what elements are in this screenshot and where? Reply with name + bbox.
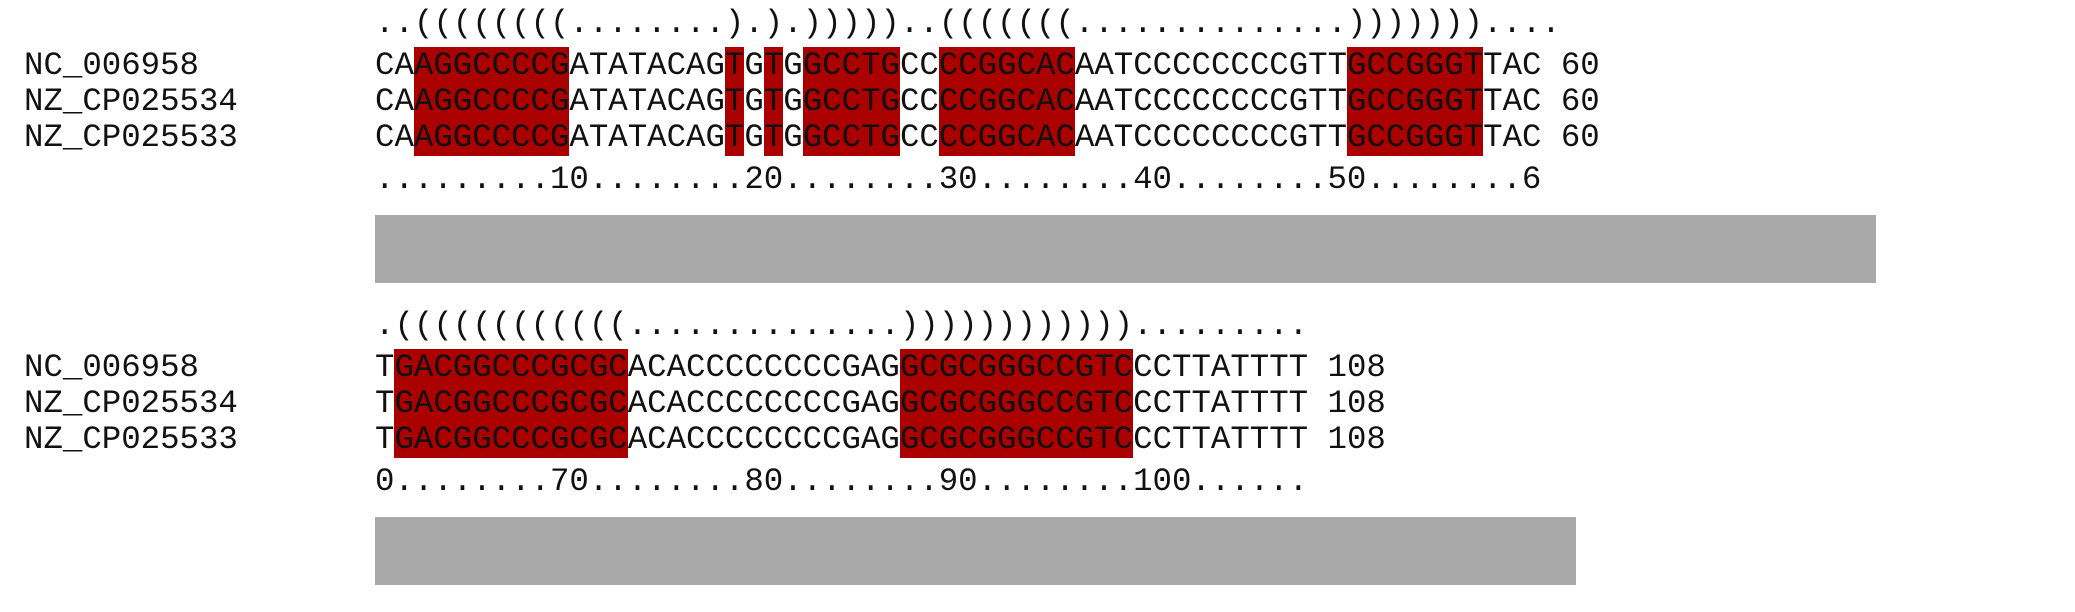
paired-bases-highlight: GCCTG <box>802 83 900 120</box>
paired-bases-highlight: GCCGGGT <box>1347 119 1484 156</box>
unpaired-bases: TAC <box>1483 83 1542 120</box>
unpaired-bases: TAC <box>1483 47 1542 84</box>
paired-bases-highlight: CCGGCAC <box>938 83 1075 120</box>
paired-bases-highlight: GCGCGGGCCGTC <box>899 385 1134 422</box>
unpaired-bases: CC <box>899 83 939 120</box>
paired-bases-highlight: GACGGCCCGCGC <box>394 421 628 458</box>
sequence-row: CAAGGCCCCGATATACAGTGTGGCCTGCCCCGGCACAATC… <box>375 47 1542 84</box>
paired-bases-highlight: AGGCCCCG <box>413 119 570 156</box>
unpaired-bases: AATCCCCCCCCGTT <box>1074 47 1348 84</box>
sequence-end-position: 108 <box>1327 385 1386 422</box>
paired-bases-highlight: CCGGCAC <box>938 119 1075 156</box>
paired-bases-highlight: T <box>763 47 784 84</box>
paired-bases-highlight: GCGCGGGCCGTC <box>899 349 1134 386</box>
unpaired-bases: G <box>744 119 764 156</box>
unpaired-bases: CA <box>375 119 414 156</box>
unpaired-bases: T <box>375 421 395 458</box>
unpaired-bases: G <box>744 83 764 120</box>
unpaired-bases: AATCCCCCCCCGTT <box>1074 119 1348 156</box>
unpaired-bases: ACACCCCCCCCGAG <box>627 385 900 422</box>
position-ruler: .........10........20........30........4… <box>375 161 1542 198</box>
paired-bases-highlight: CCGGCAC <box>938 47 1075 84</box>
unpaired-bases: G <box>744 47 764 84</box>
paired-bases-highlight: AGGCCCCG <box>413 83 570 120</box>
unpaired-bases: CC <box>899 119 939 156</box>
unpaired-bases: ATATACAG <box>569 119 725 156</box>
secondary-structure: ..((((((((........).).)))))..(((((((....… <box>375 5 1561 42</box>
sequence-end-position: 60 <box>1560 83 1600 120</box>
paired-bases-highlight: GCGCGGGCCGTC <box>899 421 1134 458</box>
sequence-row: CAAGGCCCCGATATACAGTGTGGCCTGCCCCGGCACAATC… <box>375 83 1542 120</box>
sequence-row: TGACGGCCCGCGCACACCCCCCCCGAGGCGCGGGCCGTCC… <box>375 349 1309 386</box>
unpaired-bases: G <box>783 83 803 120</box>
paired-bases-highlight: GCCGGGT <box>1347 83 1484 120</box>
sequence-name: NC_006958 <box>24 349 199 386</box>
unpaired-bases: G <box>783 119 803 156</box>
conservation-bar <box>375 517 1576 585</box>
unpaired-bases: T <box>375 385 395 422</box>
secondary-structure: .((((((((((((..............)))))))))))).… <box>375 307 1309 344</box>
paired-bases-highlight: T <box>724 47 745 84</box>
position-ruler: 0........70........80........90........1… <box>375 463 1309 500</box>
sequence-end-position: 60 <box>1560 119 1600 156</box>
unpaired-bases: AATCCCCCCCCGTT <box>1074 83 1348 120</box>
paired-bases-highlight: T <box>763 119 784 156</box>
unpaired-bases: CA <box>375 47 414 84</box>
unpaired-bases: CA <box>375 83 414 120</box>
unpaired-bases: G <box>783 47 803 84</box>
paired-bases-highlight: GACGGCCCGCGC <box>394 385 628 422</box>
sequence-row: TGACGGCCCGCGCACACCCCCCCCGAGGCGCGGGCCGTCC… <box>375 385 1309 422</box>
paired-bases-highlight: T <box>724 119 745 156</box>
paired-bases-highlight: GCCTG <box>802 47 900 84</box>
unpaired-bases: CC <box>899 47 939 84</box>
conservation-bar <box>375 215 1876 283</box>
paired-bases-highlight: GACGGCCCGCGC <box>394 349 628 386</box>
unpaired-bases: TAC <box>1483 119 1542 156</box>
unpaired-bases: ACACCCCCCCCGAG <box>627 421 900 458</box>
unpaired-bases: ATATACAG <box>569 47 725 84</box>
paired-bases-highlight: T <box>724 83 745 120</box>
alignment-block-1: ..((((((((........).).)))))..(((((((....… <box>0 0 1600 576</box>
paired-bases-highlight: T <box>763 83 784 120</box>
sequence-name: NC_006958 <box>24 47 199 84</box>
paired-bases-highlight: GCCTG <box>802 119 900 156</box>
sequence-row: CAAGGCCCCGATATACAGTGTGGCCTGCCCCGGCACAATC… <box>375 119 1542 156</box>
paired-bases-highlight: AGGCCCCG <box>413 47 570 84</box>
unpaired-bases: T <box>375 349 395 386</box>
alignment-block-2: .((((((((((((..............)))))))))))).… <box>0 0 1386 576</box>
paired-bases-highlight: GCCGGGT <box>1347 47 1484 84</box>
unpaired-bases: ATATACAG <box>569 83 725 120</box>
unpaired-bases: CCTTATTTT <box>1133 385 1309 422</box>
sequence-name: NZ_CP025534 <box>24 385 238 422</box>
unpaired-bases: ACACCCCCCCCGAG <box>627 349 900 386</box>
sequence-row: TGACGGCCCGCGCACACCCCCCCCGAGGCGCGGGCCGTCC… <box>375 421 1309 458</box>
sequence-end-position: 60 <box>1560 47 1600 84</box>
sequence-name: NZ_CP025533 <box>24 421 238 458</box>
unpaired-bases: CCTTATTTT <box>1133 421 1309 458</box>
sequence-name: NZ_CP025534 <box>24 83 238 120</box>
unpaired-bases: CCTTATTTT <box>1133 349 1309 386</box>
sequence-end-position: 108 <box>1327 349 1386 386</box>
sequence-name: NZ_CP025533 <box>24 119 238 156</box>
sequence-end-position: 108 <box>1327 421 1386 458</box>
